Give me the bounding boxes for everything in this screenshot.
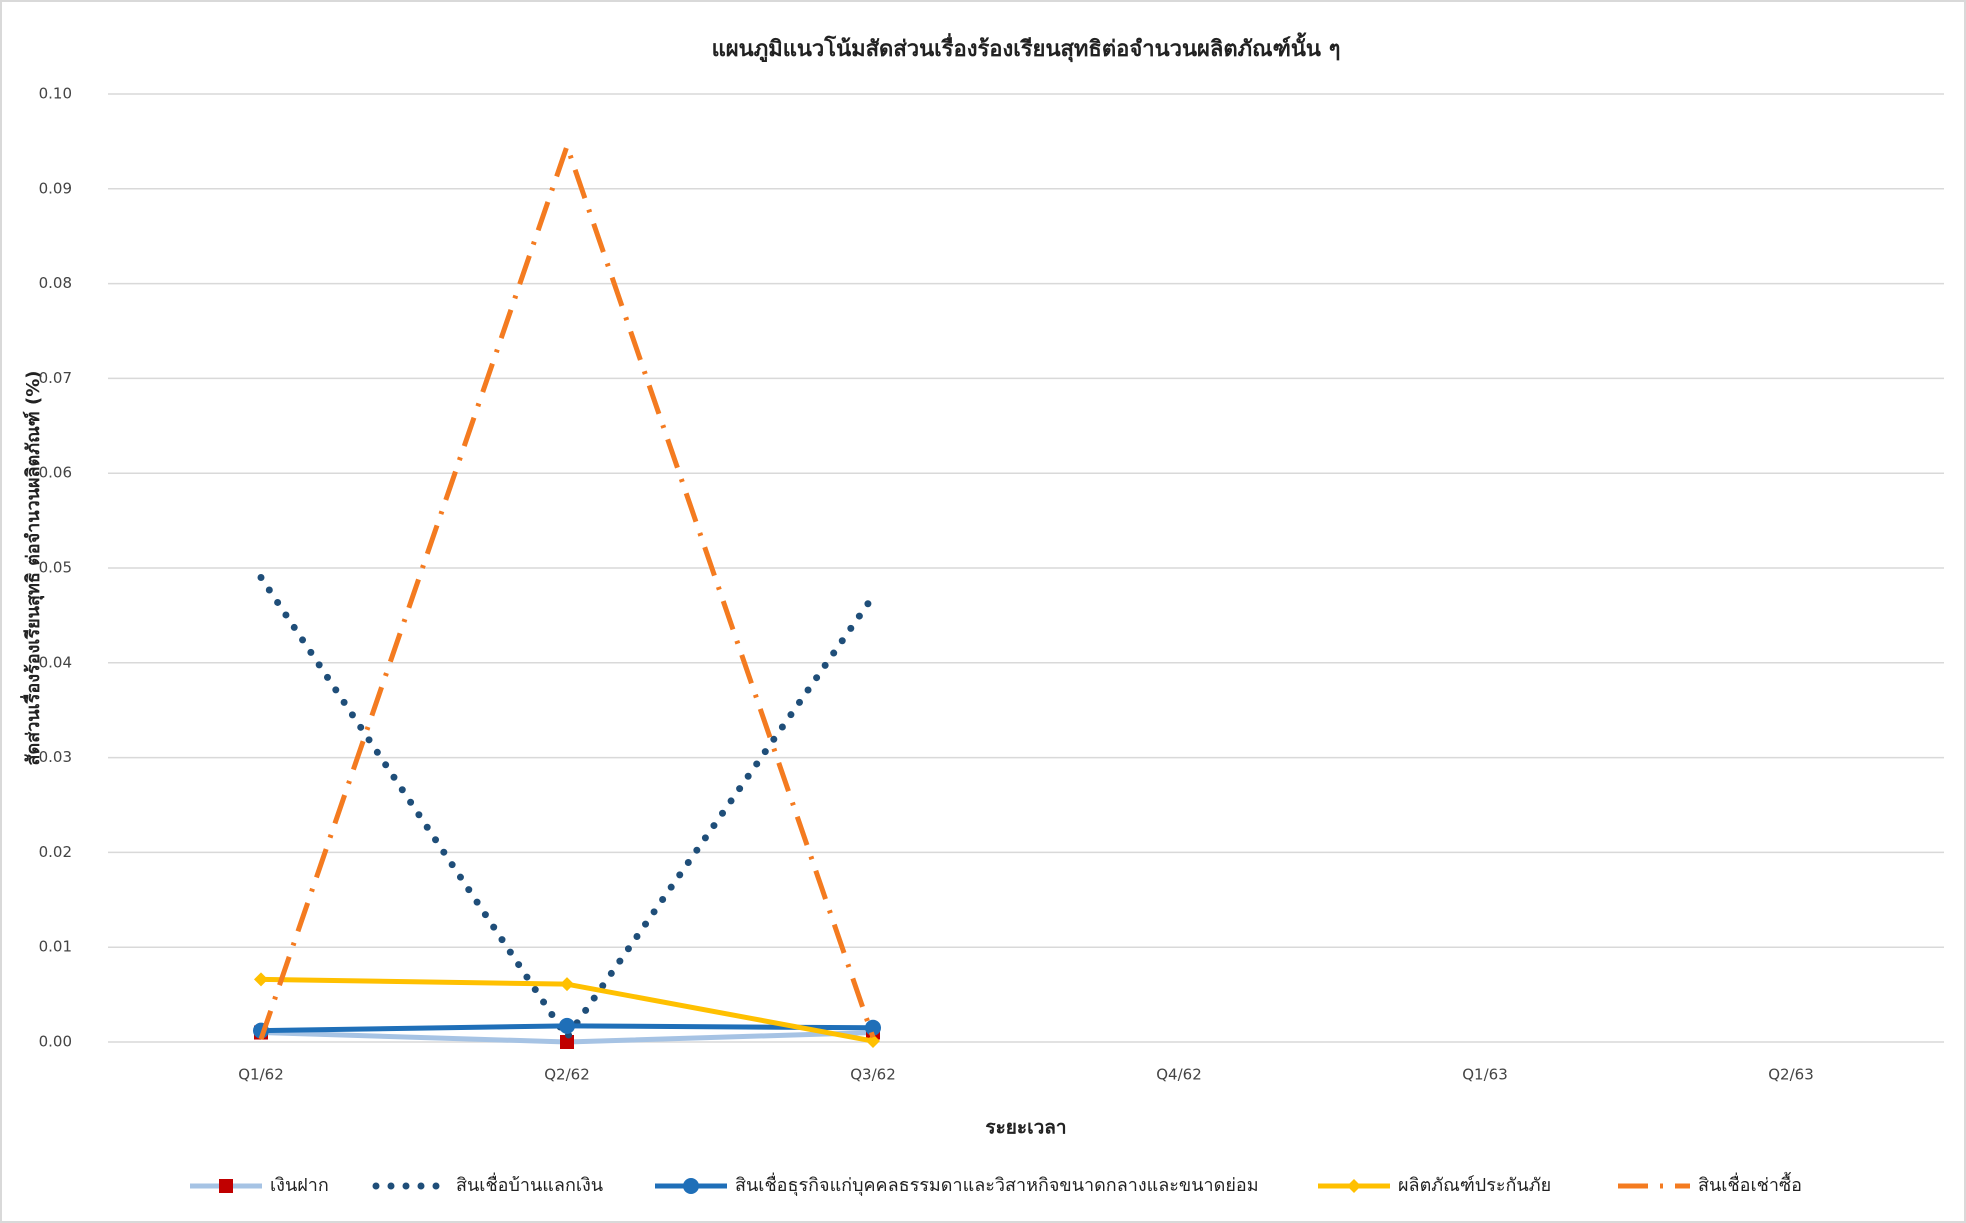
- x-tick-label: Q1/62: [238, 1066, 284, 1084]
- legend-marker: [683, 1178, 699, 1194]
- marker: [560, 977, 574, 992]
- y-tick-label: 0.01: [39, 938, 72, 956]
- x-tick-label: Q2/63: [1768, 1066, 1814, 1084]
- chart-title: แผนภูมิแนวโน้มสัดส่วนเรื่องร้องเรียนสุทธ…: [712, 32, 1341, 63]
- legend-label: เงินฝาก: [270, 1175, 329, 1196]
- series: [258, 143, 876, 1040]
- y-tick-label: 0.10: [39, 85, 72, 103]
- y-tick-label: 0.02: [39, 843, 72, 861]
- y-tick-label: 0.00: [39, 1033, 72, 1051]
- marker: [559, 1017, 575, 1034]
- marker: [254, 972, 268, 987]
- y-tick-label: 0.04: [39, 653, 72, 671]
- y-tick-label: 0.09: [39, 179, 72, 197]
- legend-label: สินเชื่อบ้านแลกเงิน: [456, 1172, 603, 1196]
- series: [257, 573, 877, 1041]
- y-axis-title: สัดส่วนเรื่องร้องเรียนสุทธิ ต่อจำนวนผลิต…: [20, 371, 45, 766]
- legend-item: สินเชื่อเช่าซื้อ: [1618, 1172, 1802, 1196]
- legend-item: สินเชื่อบ้านแลกเงิน: [372, 1172, 603, 1196]
- series-line: [257, 573, 877, 1041]
- y-tick-label: 0.06: [39, 464, 72, 482]
- y-tick-label: 0.07: [39, 369, 72, 387]
- y-tick-label: 0.03: [39, 748, 72, 766]
- x-axis-title: ระยะเวลา: [985, 1117, 1066, 1139]
- legend-item: ผลิตภัณฑ์ประกันภัย: [1318, 1175, 1551, 1196]
- legend-item: เงินฝาก: [190, 1175, 329, 1196]
- legend-marker: [1347, 1179, 1361, 1193]
- series: [254, 972, 880, 1049]
- x-tick-label: Q3/62: [850, 1066, 896, 1084]
- legend-marker: [219, 1179, 233, 1193]
- series-line: [258, 143, 876, 1040]
- marker: [866, 1034, 880, 1049]
- x-tick-label: Q1/63: [1462, 1066, 1508, 1084]
- marker: [560, 1035, 574, 1049]
- legend-item: สินเชื่อธุรกิจแก่บุคคลธรรมดาและวิสาหกิจข…: [655, 1172, 1259, 1196]
- legend-label: ผลิตภัณฑ์ประกันภัย: [1398, 1175, 1551, 1196]
- x-tick-label: Q2/62: [544, 1066, 590, 1084]
- x-tick-label: Q4/62: [1156, 1066, 1202, 1084]
- y-tick-label: 0.05: [39, 559, 72, 577]
- legend-label: สินเชื่อธุรกิจแก่บุคคลธรรมดาและวิสาหกิจข…: [735, 1172, 1259, 1196]
- legend-label: สินเชื่อเช่าซื้อ: [1698, 1172, 1802, 1196]
- marker: [865, 1019, 881, 1036]
- y-tick-label: 0.08: [39, 274, 72, 292]
